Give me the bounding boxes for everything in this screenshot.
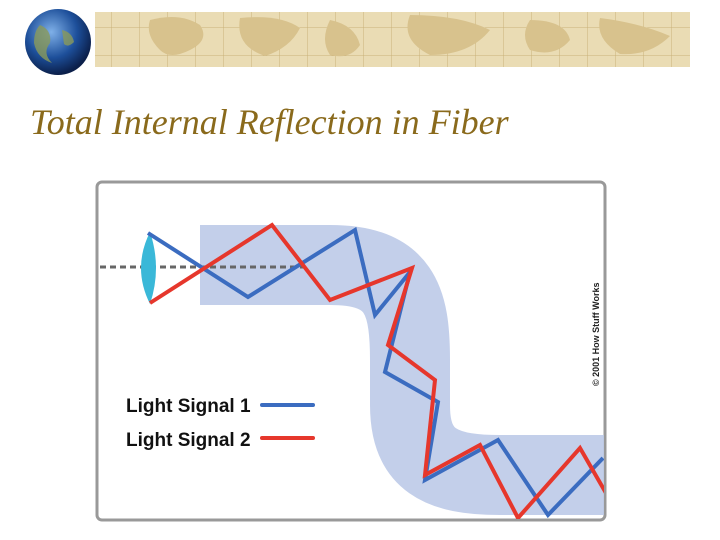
light-signal-1 bbox=[146, 226, 604, 519]
globe-icon bbox=[25, 9, 91, 75]
map-continents bbox=[148, 15, 670, 57]
globe-land bbox=[34, 25, 74, 63]
slide-title: Total Internal Reflection in Fiber bbox=[30, 102, 510, 142]
diagram: Light Signal 1 Light Signal 2 © 2001 How… bbox=[95, 180, 607, 522]
legend-label: Light Signal 2 bbox=[126, 430, 251, 451]
light-signal-2 bbox=[148, 222, 604, 519]
credit: © 2001 How Stuff Works bbox=[591, 283, 601, 387]
legend-label: Light Signal 1 bbox=[126, 396, 251, 417]
fiber bbox=[200, 225, 604, 515]
header: Total Internal Reflection in Fiber bbox=[25, 9, 690, 142]
lens bbox=[141, 232, 156, 304]
